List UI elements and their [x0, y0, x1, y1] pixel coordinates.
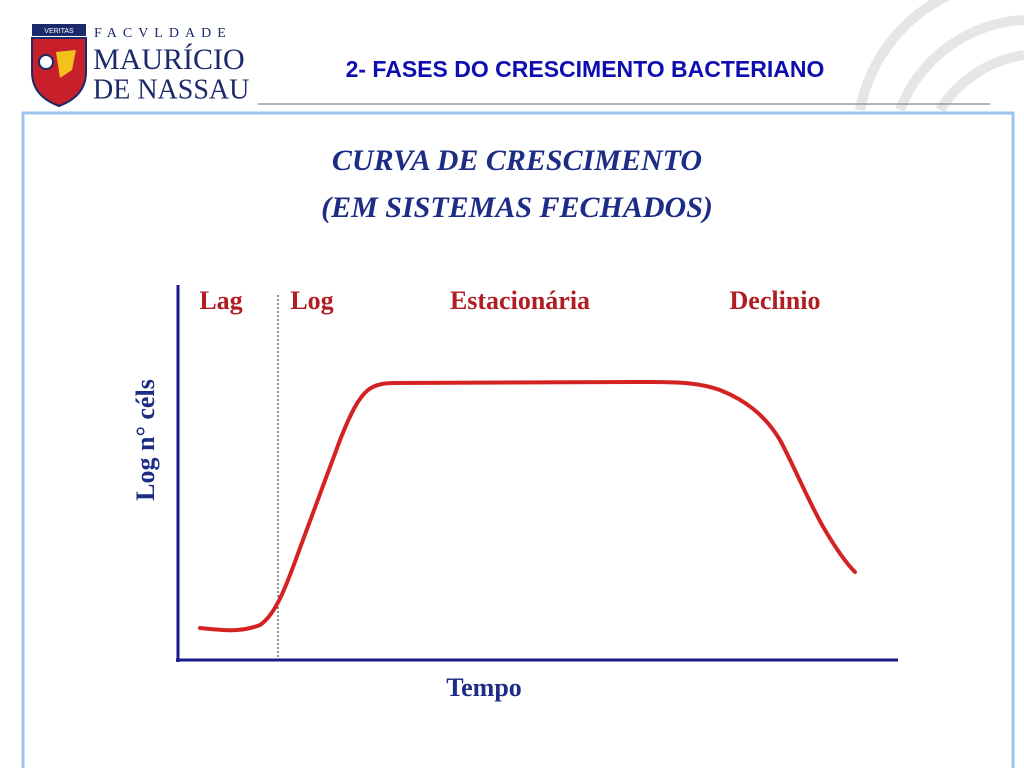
slide-title: 2- FASES DO CRESCIMENTO BACTERIANO [346, 56, 825, 82]
logo-band [32, 24, 86, 36]
figure-title: (EM SISTEMAS FECHADOS) [321, 191, 713, 224]
phase-label: Estacionária [450, 286, 590, 315]
logo-motto: VERITAS [44, 28, 74, 35]
growth-curve [198, 379, 857, 633]
phase-label: Lag [199, 286, 242, 315]
x-axis-label: Tempo [446, 673, 522, 702]
logo-line: DE NASSAU [93, 74, 249, 105]
logo-lion [56, 50, 76, 78]
logo-line: FACVLDADE [94, 26, 232, 41]
logo-line: MAURÍCIO [93, 43, 245, 76]
phase-label: Declinio [730, 286, 821, 315]
y-axis-label: Log n° céls [131, 379, 160, 501]
phase-label: Log [290, 286, 333, 315]
logo: VERITAS FACVLDADE MAURÍCIO DE NASSAU [31, 24, 249, 108]
decorative-arcs [855, 0, 1024, 113]
figure-title: CURVA DE CRESCIMENTO [332, 144, 702, 177]
logo-emblem [38, 54, 54, 70]
